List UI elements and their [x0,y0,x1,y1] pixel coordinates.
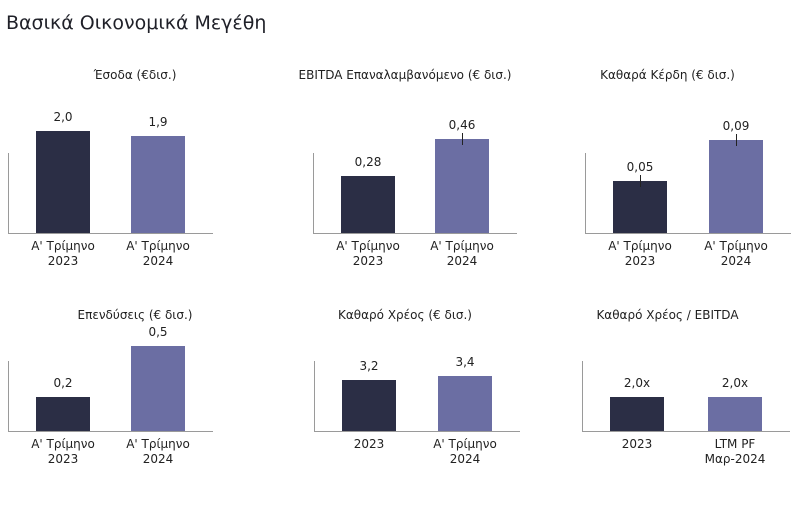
category-label: Α' Τρίμηνο 2023 [336,239,400,268]
y-axis-line [8,361,9,431]
chart-panel: Έσοδα (€δισ.) 2,0 Α' Τρίμηνο 2023 1,9 Α' Τρί… [0,62,270,268]
error-tick [736,133,738,146]
x-axis-baseline [313,233,517,234]
category-label: 2023 [353,437,385,451]
chart-panel: Καθαρό Χρέος (€ δισ.) 3,2 2023 3,4 Α' Τρίμην… [270,302,540,502]
category-label: Α' Τρίμηνο 2024 [704,239,768,268]
bar [708,397,762,431]
bar [342,379,396,431]
category-label: Α' Τρίμηνο 2023 [608,239,672,268]
bar [36,397,90,431]
data-label: 2,0 [53,110,73,125]
chart-panel: Επενδύσεις (€ δισ.) 0,2 Α' Τρίμηνο 2023 0,5… [0,302,270,502]
bar [435,138,489,233]
chart-title: Καθαρά Κέρδη (€ δισ.) [600,68,735,82]
y-axis-line [585,153,586,233]
category-label: LTM PF Μαρ-2024 [704,437,766,466]
bar [36,131,90,233]
y-axis-line [313,153,314,233]
y-axis-line [8,153,9,233]
bar [131,346,185,431]
data-label: 0,05 [626,160,654,175]
category-label: Α' Τρίμηνο 2023 [31,239,95,268]
chart-panel: Καθαρό Χρέος / EBITDA 2,0x 2023 2,0x LTM PF … [540,302,795,502]
category-label: 2023 [621,437,653,451]
category-label: Α' Τρίμηνο 2024 [433,437,497,466]
category-label: Α' Τρίμηνο 2023 [31,437,95,466]
chart-title: EBITDA Επαναλαμβανόμενο (€ δισ.) [298,68,512,82]
chart-title: Έσοδα (€δισ.) [93,68,177,82]
bar [438,376,492,431]
category-label: Α' Τρίμηνο 2024 [126,239,190,268]
x-axis-baseline [314,431,520,432]
data-label: 0,09 [722,118,750,133]
x-axis-baseline [8,233,213,234]
data-label: 1,9 [148,115,168,130]
bar [341,175,395,233]
category-label: Α' Τρίμηνο 2024 [430,239,494,268]
chart-title: Καθαρό Χρέος / EBITDA [596,308,739,322]
chart-panel: EBITDA Επαναλαμβανόμενο (€ δισ.) 0,28 Α' Τ… [270,62,540,268]
data-label: 0,46 [448,117,476,132]
error-tick [462,132,464,145]
page-title: Βασικά Οικονομικά Μεγέθη [6,12,267,34]
bar [610,397,664,431]
error-tick [640,175,642,188]
chart-title: Καθαρό Χρέος (€ δισ.) [338,308,472,322]
bar [613,181,667,233]
category-label: Α' Τρίμηνο 2024 [126,437,190,466]
data-label: 3,4 [455,355,475,370]
chart-title: Επενδύσεις (€ δισ.) [77,308,193,322]
data-label: 2,0x [721,376,749,391]
x-axis-baseline [585,233,791,234]
data-label: 2,0x [623,376,651,391]
y-axis-line [314,361,315,431]
x-axis-baseline [8,431,213,432]
chart-panel: Καθαρά Κέρδη (€ δισ.) 0,05 Α' Τρίμηνο 2023… [540,62,795,268]
bar [709,139,763,233]
data-label: 0,2 [53,376,73,391]
data-label: 0,5 [148,325,168,340]
y-axis-line [582,361,583,431]
bar [131,136,185,233]
data-label: 3,2 [359,358,379,373]
x-axis-baseline [582,431,790,432]
data-label: 0,28 [354,154,382,169]
